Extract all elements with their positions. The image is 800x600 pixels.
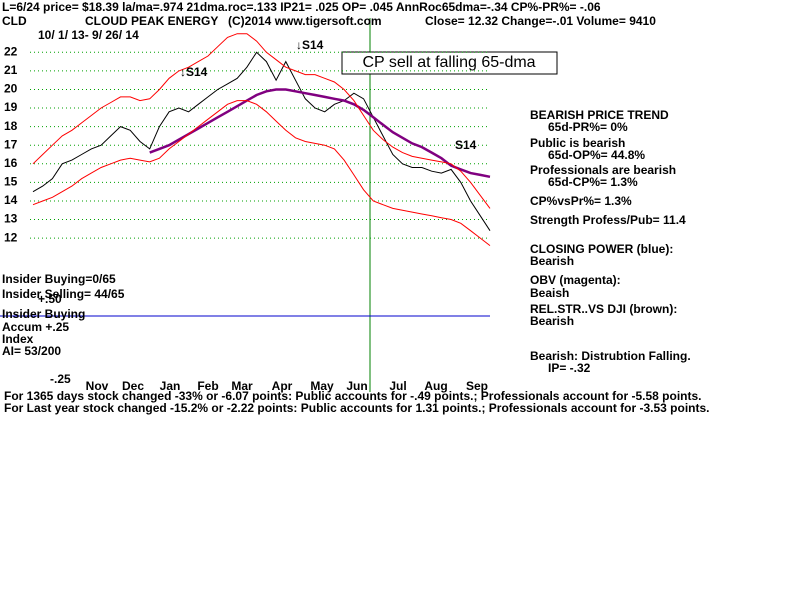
y-tick-label: 22 [4,44,18,58]
y-tick-label: 17 [4,137,18,151]
side-note: Beaish [530,286,569,300]
side-note: Public is bearish [530,136,625,150]
side-note: Insider Selling= 44/65 [2,287,125,301]
series-line [32,51,491,231]
source: (C)2014 www.tigersoft.com [228,14,382,28]
y-tick-label: 14 [4,193,18,207]
x-tick-label: Jul [389,379,406,393]
side-note: IP= -.32 [548,361,591,375]
side-note: Bearish: Distrubtion Falling. [530,349,691,363]
y-tick-label: 21 [4,63,18,77]
x-tick-label: May [310,379,334,393]
side-note: Bearish [530,254,574,268]
x-tick-label: Feb [197,379,218,393]
x-tick-label: Nov [86,379,109,393]
side-note: AI= 53/200 [2,344,61,358]
y-tick-label: 20 [4,82,18,96]
footer: For Last year stock changed -15.2% or -2… [4,401,710,415]
side-note: 65d-OP%= 44.8% [548,148,645,162]
y-tick-label: 19 [4,100,18,114]
y-tick-label: 16 [4,156,18,170]
y-tick-label: 12 [4,230,18,244]
side-note: CP%vsPr%= 1.3% [530,194,632,208]
signal-label: S14 [455,138,477,152]
series-line [32,100,491,246]
side-note: OBV (magenta): [530,273,621,287]
side-note: REL.STR..VS DJI (brown): [530,302,677,316]
series-line [32,33,491,209]
side-note: +.50 [38,292,62,306]
side-note: Index [2,332,34,346]
quote: Close= 12.32 Change=-.01 Volume= 9410 [425,14,656,28]
side-note: Bearish [530,314,574,328]
subtitle: 10/ 1/ 13- 9/ 26/ 14 [38,28,139,42]
side-note: Accum +.25 [2,320,69,334]
signal-label: ↓S14 [296,38,324,52]
y-tick-label: 18 [4,119,18,133]
side-note: 65d-PR%= 0% [548,120,628,134]
x-tick-label: Mar [231,379,253,393]
side-note: Professionals are bearish [530,163,676,177]
series-line [149,88,491,179]
side-note: 65d-CP%= 1.3% [548,175,638,189]
side-note: -.25 [50,372,71,386]
y-tick-label: 15 [4,175,18,189]
x-tick-label: Apr [272,379,293,393]
footer: For 1365 days stock changed -33% or -6.0… [4,389,702,403]
x-tick-label: Dec [122,379,144,393]
annotation: CP sell at falling 65-dma [362,54,535,71]
chart-title: CLOUD PEAK ENERGY [85,14,218,28]
side-note: Insider Buying=0/65 [2,272,116,286]
signal-label: ↓S14 [180,65,208,79]
symbol: CLD [2,14,27,28]
x-tick-label: Jun [346,379,367,393]
annotation-box [341,51,558,75]
side-note: BEARISH PRICE TREND [530,108,669,122]
side-note: Strength Profess/Pub= 11.4 [530,213,686,227]
y-tick-label: 13 [4,212,18,226]
side-note: CLOSING POWER (blue): [530,242,673,256]
side-note: Insider Buying [2,307,85,321]
x-tick-label: Jan [160,379,181,393]
header: L=6/24 price= $18.39 la/ma=.974 21dma.ro… [2,0,601,14]
x-tick-label: Sep [466,379,488,393]
x-tick-label: Aug [424,379,447,393]
